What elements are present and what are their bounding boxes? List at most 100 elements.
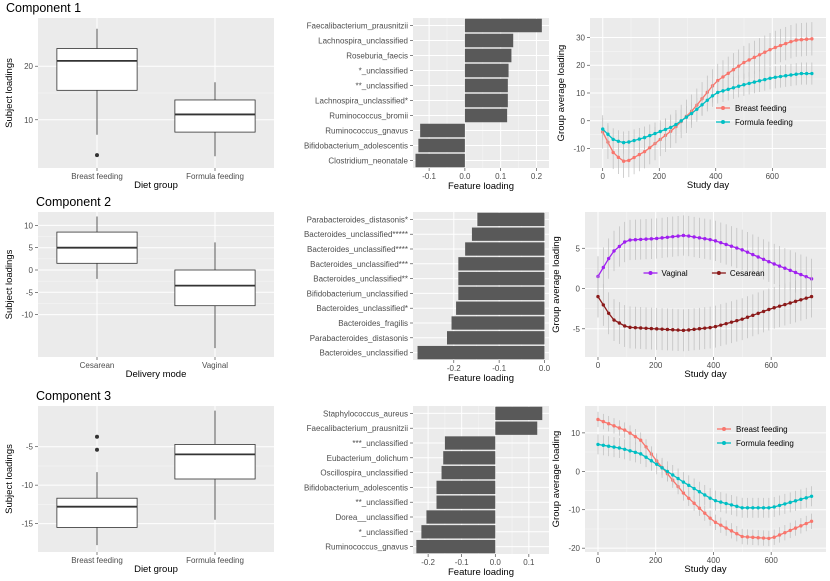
- c2-line-series-point: [660, 327, 664, 331]
- c3-line-series-point: [633, 434, 638, 439]
- c3-line-series-point: [617, 446, 622, 450]
- c1-line-legend-label: Breast feeding: [735, 104, 787, 113]
- c1-line-series-point: [731, 86, 736, 90]
- c1-line-series-point: [700, 103, 704, 107]
- c2-line-series-point: [756, 255, 760, 259]
- c1-box-box-2: [174, 82, 256, 157]
- c2-box-category-label: Cesarean: [80, 361, 115, 370]
- c3-line-series-point: [761, 506, 766, 510]
- c1-line-series-2: [601, 62, 814, 154]
- c3-bar-bar: [426, 510, 496, 524]
- c2-line-y-tick-label: 5: [576, 244, 581, 253]
- c1-line-series-point: [716, 78, 720, 83]
- c3-line-series-point: [692, 501, 696, 505]
- c3-bar-feature-label: Ruminococcus_gnavus: [325, 543, 408, 552]
- c1-line-series-point: [637, 137, 642, 141]
- c2-bar-bar: [447, 331, 545, 345]
- c2-bar-x-tick-label: -0.2: [447, 364, 461, 373]
- c1-bar-bar: [464, 78, 508, 93]
- c1-bar-bar: [464, 48, 512, 63]
- c2-line-series-point: [793, 270, 798, 275]
- c1-line-series-point: [752, 55, 757, 60]
- c2-bar-bar: [458, 286, 545, 301]
- c3-line-y-tick-label: -20: [568, 544, 580, 553]
- c2-bar-feature-label: Bacteroides_unclassified*: [316, 304, 408, 313]
- c3-box-box-iqr: [56, 497, 138, 528]
- c3-bar-bar: [495, 406, 543, 421]
- c3-line-series-point: [644, 445, 648, 449]
- c2-line-series-point: [633, 325, 638, 330]
- c2-line-chart: Vaginal Cesarean 0 200 400 600 -5 0 5 Group avera…: [551, 212, 826, 380]
- c1-line-series-point: [658, 129, 662, 134]
- component-1-title: Component 1: [6, 1, 81, 15]
- c2-line-series-point: [665, 327, 670, 332]
- c2-line-y-tick-label: -5: [573, 325, 581, 334]
- c2-line-series-point: [612, 318, 616, 322]
- c2-line-series-point: [783, 266, 787, 270]
- c1-line-series-point: [768, 76, 772, 80]
- c1-line-legend: Breast feeding Formula feeding: [716, 104, 793, 127]
- c3-box-box-iqr: [174, 444, 256, 480]
- c1-line-series-point: [642, 149, 647, 154]
- c2-bar-x-tick-label: 0.0: [539, 364, 551, 373]
- c2-line-x-tick-label: 200: [649, 361, 663, 370]
- c3-bar-feature-label: **_unclassified: [356, 498, 408, 507]
- c2-bar-feature-label: Bacteroides_unclassified**: [313, 275, 408, 284]
- c2-line-series-point: [740, 317, 744, 321]
- c3-box-y-tick-label: -10: [21, 481, 33, 490]
- c2-line-series-point: [639, 326, 643, 330]
- c2-line-series-point: [628, 325, 632, 330]
- c1-line-x-tick-label: 400: [709, 172, 723, 181]
- c2-line-series-point: [719, 240, 723, 245]
- c2-line-series-point: [612, 249, 616, 253]
- c1-box-box-iqr: [56, 48, 138, 91]
- c1-line-series-point: [679, 119, 683, 123]
- c2-bar-bar: [465, 242, 545, 256]
- c3-line-series-point: [761, 536, 766, 540]
- panels-layer: Breast feeding Formula feeding 10 20 Subject…: [4, 18, 826, 578]
- c2-line-series-point: [606, 311, 611, 315]
- c3-bar-bar: [444, 436, 496, 450]
- c1-box-category-label: Breast feeding: [71, 172, 123, 181]
- c1-line-series-point: [752, 80, 757, 84]
- c1-line-series-point: [768, 47, 772, 52]
- c3-box-chart: Breast feeding Formula feeding -15 -10 -5 Sub…: [4, 406, 274, 575]
- component-2-title: Component 2: [36, 195, 111, 209]
- c1-bar-bar: [420, 123, 465, 138]
- c3-line-series-point: [628, 431, 632, 435]
- c2-line-series-point: [719, 323, 723, 327]
- c2-line-series-point: [692, 327, 696, 332]
- c1-bar-x-axis-label: Feature loading: [448, 181, 514, 192]
- c1-line-series-point: [736, 84, 741, 88]
- c1-line-series-point: [742, 60, 746, 65]
- c3-line-legend-label: Formula feeding: [736, 439, 794, 448]
- c2-line-series-point: [628, 238, 632, 242]
- c3-line-series-point: [660, 466, 664, 470]
- c2-line-y-axis-label: Group average loading: [551, 236, 562, 333]
- c2-line-series-point: [676, 328, 680, 332]
- c3-box-y-tick-label: -5: [26, 443, 34, 452]
- c1-bar-feature-label: Bifidobacterium_adolescentis: [304, 142, 408, 151]
- c1-bar-feature-label: Faecalibacterium_prausnitzii: [307, 22, 409, 31]
- c2-line-series-point: [633, 238, 638, 242]
- c2-line-x-tick-label: 600: [764, 361, 778, 370]
- c3-line-x-tick-label: 0: [596, 556, 601, 565]
- c2-line-series-point: [708, 325, 712, 330]
- c1-line-series-point: [721, 89, 725, 93]
- c3-line-series-point: [644, 455, 648, 459]
- c2-line-series-point: [745, 250, 750, 254]
- c2-bar-bar: [451, 316, 545, 330]
- c1-bar-chart: Faecalibacterium_prausnitzii Lachnospira_…: [304, 18, 549, 192]
- c3-line-series-point: [601, 419, 606, 424]
- c1-line-series-point: [674, 122, 678, 127]
- c1-line-series-point: [632, 138, 636, 143]
- c3-line-series-point: [799, 524, 803, 528]
- c3-line-series-point: [713, 520, 718, 525]
- c3-line-series-point: [681, 491, 686, 495]
- c1-line-series-point: [747, 58, 751, 62]
- c2-line-series-point: [735, 246, 739, 250]
- c3-box-y-tick-label: -15: [21, 520, 33, 529]
- c3-line-series-point: [756, 535, 760, 540]
- c1-box-y-tick-label: 10: [24, 116, 33, 125]
